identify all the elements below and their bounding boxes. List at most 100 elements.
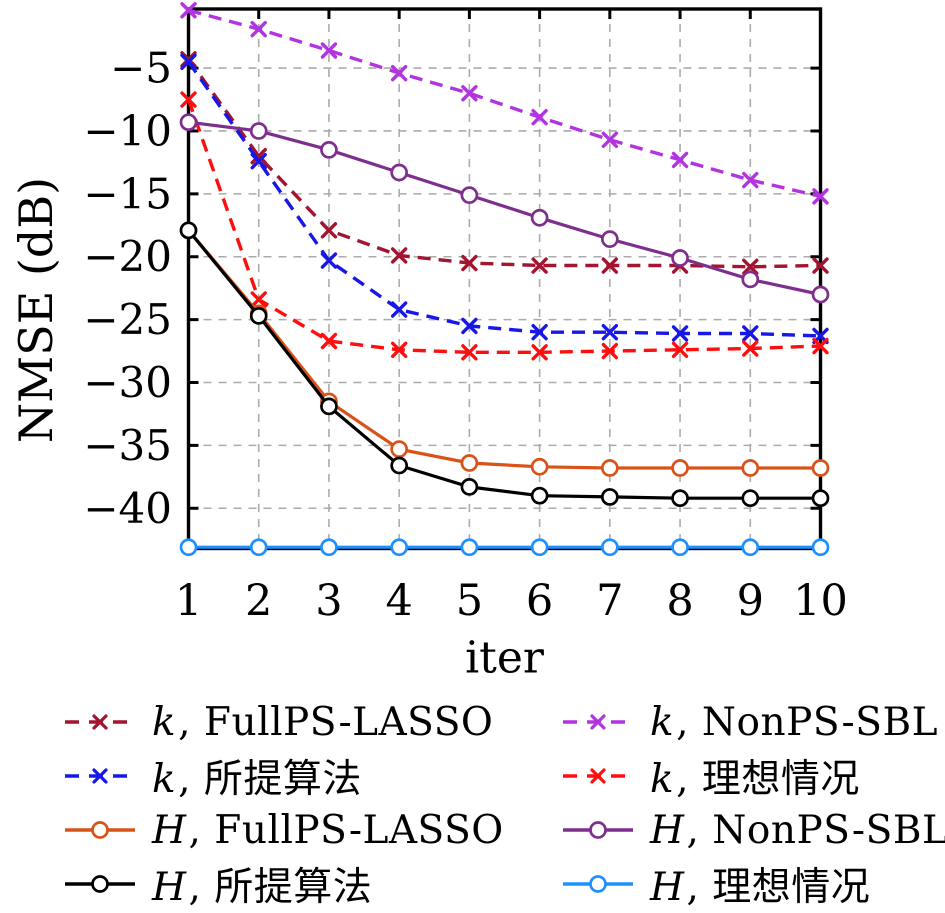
circle-marker	[179, 221, 198, 240]
legend-marker-k-proposed	[65, 768, 135, 784]
x-marker	[180, 51, 197, 68]
x-marker	[590, 768, 606, 784]
legend-label-symbol: H	[650, 807, 685, 853]
x-marker	[390, 64, 408, 82]
legend-label-symbol: H	[650, 865, 685, 910]
x-marker	[461, 85, 478, 102]
x-marker	[742, 340, 759, 357]
circle-marker	[460, 186, 479, 204]
legend-item-k-ideal: k, 理想情况	[560, 749, 945, 803]
x-marker	[812, 257, 829, 274]
circle-marker	[589, 821, 607, 839]
legend-marker-H-ideal	[563, 875, 633, 893]
x-marker	[390, 247, 408, 264]
circle-marker	[589, 875, 607, 893]
circle-marker	[600, 488, 619, 506]
circle-marker	[320, 538, 338, 557]
x-marker	[320, 222, 338, 239]
circle-marker	[91, 875, 109, 893]
x-marker	[320, 252, 338, 269]
legend-label-text: , FullPS-LASSO	[178, 699, 494, 745]
legend-marker-k-nonps-sbl	[563, 714, 633, 730]
circle-marker	[671, 249, 689, 267]
nmse-line-chart: −5 −10 −15 −20 −25 −30 −35 −401 2 3 4 5 6 7 8 9 10 iter NM…	[9, 2, 848, 684]
circle-marker	[320, 140, 338, 159]
legend-marker-H-proposed	[65, 875, 135, 893]
x-marker	[92, 768, 108, 784]
series-line	[187, 229, 821, 470]
series-k-proposed	[180, 53, 829, 345]
circle-marker	[390, 456, 409, 475]
x-marker	[320, 332, 338, 350]
circle-marker	[600, 230, 619, 248]
x-tick-label: 7	[596, 576, 623, 626]
legend-marker-k-fullps-lasso	[65, 714, 135, 730]
circle-marker	[811, 489, 830, 508]
series-k-fullps-lasso	[180, 51, 829, 276]
x-marker	[250, 147, 267, 165]
x-axis-label: iter	[465, 633, 545, 684]
legend-item-H-nonps-sbl: H, NonPS-SBL	[560, 803, 945, 857]
legend-label-symbol: k	[650, 699, 675, 745]
legend-item-H-proposed: H, 所提算法	[62, 857, 560, 911]
x-marker	[671, 151, 689, 169]
circle-marker	[530, 457, 549, 476]
legend-label-text: , NonPS-SBL	[686, 807, 945, 853]
circle-marker	[530, 208, 549, 227]
circle-marker	[320, 397, 338, 416]
circle-marker	[671, 459, 689, 477]
series-line	[188, 8, 821, 199]
legend-label-text: , FullPS-LASSO	[188, 807, 504, 853]
legend-label: H, NonPS-SBL	[650, 808, 945, 853]
legend-marker-k-ideal	[563, 768, 633, 784]
legend-label-text: , 所提算法	[178, 757, 362, 802]
x-marker	[812, 188, 829, 205]
legend-label-symbol: k	[152, 699, 177, 745]
x-tick-label: 8	[666, 576, 693, 626]
x-marker	[742, 258, 759, 276]
y-tick-label: −30	[83, 358, 172, 407]
x-marker	[671, 325, 689, 342]
circle-marker	[811, 285, 830, 304]
x-marker	[180, 53, 197, 71]
legend-label-symbol: H	[152, 865, 187, 910]
circle-marker	[811, 538, 830, 557]
legend-label-text: , 所提算法	[188, 865, 373, 910]
x-marker	[390, 301, 408, 318]
circle-marker	[390, 538, 409, 557]
legend-label: k, FullPS-LASSO	[152, 700, 493, 745]
y-tick-label: −25	[83, 295, 172, 344]
x-marker	[742, 171, 759, 189]
x-marker	[531, 344, 548, 361]
circle-marker	[811, 459, 830, 477]
x-marker	[531, 257, 548, 274]
y-tick-label: −40	[83, 484, 172, 533]
x-marker	[180, 91, 197, 108]
x-marker	[461, 254, 478, 272]
chart-legend: k, FullPS-LASSO k, NonPS-SBL k, 所提算法 k, 理想情…	[0, 695, 945, 911]
legend-label-text: , 理想情况	[686, 865, 871, 910]
x-tick-label: 9	[737, 576, 764, 626]
circle-marker	[671, 538, 689, 557]
circle-marker	[390, 440, 409, 459]
circle-marker	[249, 538, 268, 557]
series-H-ideal	[179, 538, 830, 557]
legend-label-symbol: k	[152, 757, 177, 802]
legend-item-H-fullps-lasso: H, FullPS-LASSO	[62, 803, 560, 857]
x-tick-label: 1	[175, 576, 202, 626]
circle-marker	[600, 459, 619, 477]
x-marker	[320, 42, 338, 59]
circle-marker	[460, 478, 479, 496]
series-H-nonps-sbl	[179, 113, 830, 304]
legend-item-k-fullps-lasso: k, FullPS-LASSO	[62, 695, 560, 749]
circle-marker	[600, 538, 619, 557]
x-marker	[671, 341, 689, 359]
x-tick-label: 6	[526, 576, 553, 626]
y-axis-label: NMSE (dB)	[9, 177, 63, 443]
circle-marker	[179, 538, 198, 557]
legend-label-text: , 理想情况	[676, 757, 860, 802]
x-tick-label: 4	[385, 576, 412, 626]
x-marker	[531, 323, 548, 341]
circle-marker	[460, 538, 479, 557]
